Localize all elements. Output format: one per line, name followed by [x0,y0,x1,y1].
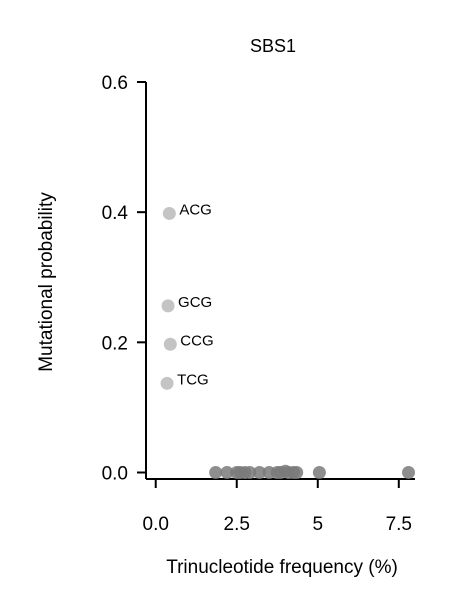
axes [145,82,415,480]
point-label: CCG [180,332,213,349]
data-point [402,465,416,479]
highlighted-data-point [163,337,177,351]
data-point [220,465,234,479]
data-point [312,465,326,479]
x-axis-label: Trinucleotide frequency (%) [166,557,398,578]
y-tick-label: 0.6 [102,73,128,94]
point-label: ACG [179,201,212,218]
y-tick-label: 0.0 [102,463,128,484]
point-annotations: ACG GCG CCG TCG [177,201,214,388]
y-tick-label: 0.4 [102,203,129,224]
x-tick-label: 0.0 [143,514,169,535]
chart-title: SBS1 [250,36,296,56]
x-tick-label: 5 [312,514,323,535]
x-tick-label: 2.5 [224,514,250,535]
highlighted-data-point [162,206,176,220]
highlighted-data-point [160,376,174,390]
point-label: GCG [178,294,212,311]
data-point [252,465,266,479]
x-ticks: 0.0 2.5 5 7.5 [143,479,412,535]
y-tick-label: 0.2 [102,333,128,354]
highlighted-data-point [161,299,175,313]
data-point [243,465,257,479]
x-tick-label: 7.5 [386,514,412,535]
data-points [160,206,416,479]
point-label: TCG [177,371,209,388]
y-axis-label: Mutational probability [36,192,57,372]
y-ticks: 0.0 0.2 0.4 0.6 [102,73,146,484]
data-point [209,465,223,479]
data-point [290,465,304,479]
